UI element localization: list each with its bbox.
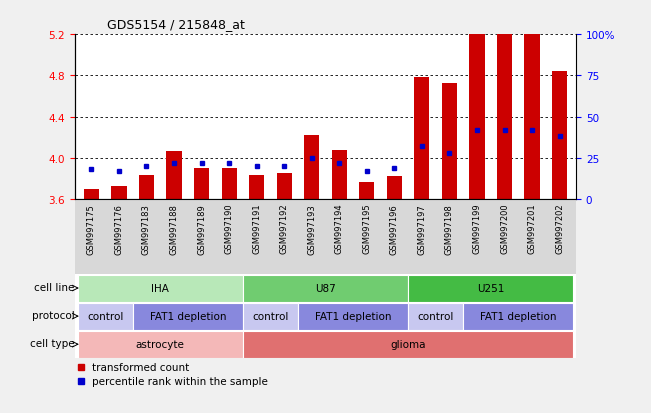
Text: GSM997200: GSM997200 <box>500 203 509 254</box>
Text: GDS5154 / 215848_at: GDS5154 / 215848_at <box>107 18 245 31</box>
Bar <box>77 331 243 358</box>
Text: GSM997195: GSM997195 <box>363 203 371 254</box>
Bar <box>77 303 133 330</box>
Text: percentile rank within the sample: percentile rank within the sample <box>92 376 268 386</box>
Bar <box>111 186 126 199</box>
Bar <box>442 83 457 199</box>
Bar <box>387 177 402 199</box>
Text: GSM997189: GSM997189 <box>197 203 206 254</box>
Bar <box>221 169 237 199</box>
Bar <box>139 176 154 199</box>
Bar <box>414 78 430 199</box>
Text: GSM997197: GSM997197 <box>417 203 426 254</box>
Text: glioma: glioma <box>391 339 426 349</box>
Text: cell type: cell type <box>30 338 74 348</box>
Bar <box>243 303 298 330</box>
Bar <box>77 275 243 302</box>
Text: GSM997193: GSM997193 <box>307 203 316 254</box>
Text: GSM997194: GSM997194 <box>335 203 344 254</box>
Bar <box>298 303 408 330</box>
Text: FAT1 depletion: FAT1 depletion <box>480 311 557 321</box>
Bar <box>243 275 408 302</box>
Text: GSM997190: GSM997190 <box>225 203 234 254</box>
Text: FAT1 depletion: FAT1 depletion <box>150 311 226 321</box>
Text: GSM997201: GSM997201 <box>527 203 536 254</box>
Bar <box>464 303 574 330</box>
Text: GSM997191: GSM997191 <box>252 203 261 254</box>
Text: control: control <box>252 311 288 321</box>
Bar <box>469 28 484 199</box>
Bar <box>167 151 182 199</box>
Text: U87: U87 <box>315 283 336 293</box>
Bar <box>332 150 347 199</box>
Text: GSM997196: GSM997196 <box>390 203 399 254</box>
Text: control: control <box>87 311 123 321</box>
Text: control: control <box>417 311 454 321</box>
Text: protocol: protocol <box>31 310 74 320</box>
Text: GSM997176: GSM997176 <box>115 203 124 254</box>
Text: astrocyte: astrocyte <box>136 339 185 349</box>
Bar <box>359 182 374 199</box>
Bar <box>497 31 512 199</box>
Bar <box>277 174 292 199</box>
Text: GSM997188: GSM997188 <box>169 203 178 254</box>
Bar <box>249 176 264 199</box>
Text: GSM997175: GSM997175 <box>87 203 96 254</box>
Bar <box>133 303 243 330</box>
Text: transformed count: transformed count <box>92 362 189 372</box>
Bar <box>525 29 540 199</box>
Text: GSM997192: GSM997192 <box>280 203 288 254</box>
Bar <box>408 303 464 330</box>
Text: GSM997198: GSM997198 <box>445 203 454 254</box>
Text: cell line: cell line <box>34 282 74 292</box>
Bar <box>304 136 319 199</box>
Bar <box>243 331 574 358</box>
Text: FAT1 depletion: FAT1 depletion <box>315 311 391 321</box>
Text: U251: U251 <box>477 283 505 293</box>
Text: GSM997183: GSM997183 <box>142 203 151 254</box>
Bar <box>84 189 99 199</box>
Text: IHA: IHA <box>151 283 169 293</box>
Text: GSM997199: GSM997199 <box>473 203 482 254</box>
Bar <box>408 275 574 302</box>
Bar <box>194 169 209 199</box>
Bar <box>552 72 567 199</box>
Text: GSM997202: GSM997202 <box>555 203 564 254</box>
